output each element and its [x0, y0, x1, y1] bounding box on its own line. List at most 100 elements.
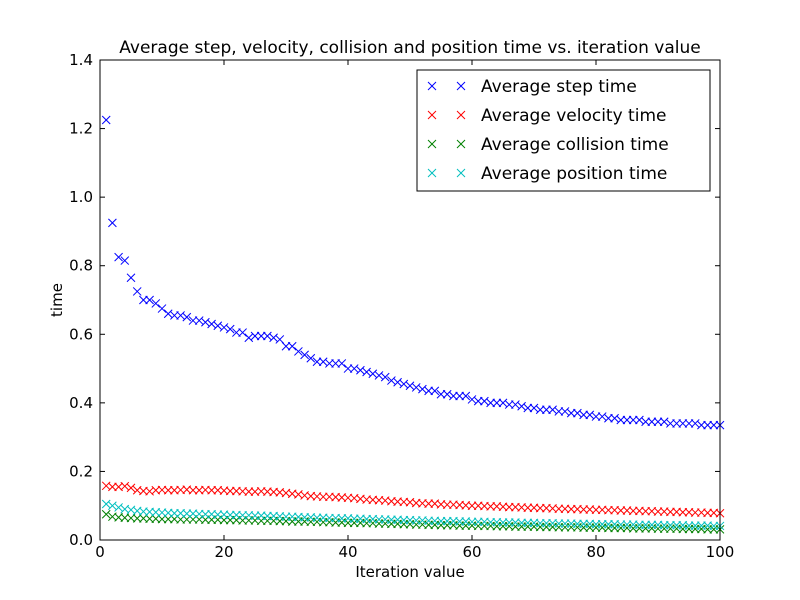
data-point	[126, 483, 136, 493]
data-point	[362, 367, 371, 377]
data-point	[151, 299, 161, 308]
data-point	[461, 521, 471, 530]
chart-title: Average step, velocity, collision and po…	[119, 38, 700, 58]
data-point	[145, 295, 154, 305]
data-point	[343, 364, 353, 373]
data-point	[120, 481, 130, 491]
data-point	[399, 379, 409, 389]
data-point	[653, 507, 663, 516]
data-point	[622, 520, 632, 529]
data-point	[163, 309, 173, 319]
data-point	[504, 502, 514, 512]
legend-marker	[456, 81, 466, 91]
data-point	[157, 304, 167, 313]
data-point	[244, 333, 254, 343]
data-point	[101, 499, 111, 509]
legend-entry: Average step time	[427, 77, 637, 97]
data-point	[492, 521, 502, 531]
data-point	[225, 324, 235, 334]
y-tick-label: 1.4	[69, 51, 93, 69]
data-point	[703, 525, 712, 534]
data-point	[678, 507, 688, 517]
data-point	[641, 520, 650, 530]
data-point	[461, 391, 471, 401]
data-point	[690, 419, 700, 428]
data-point	[486, 502, 495, 511]
data-point	[188, 316, 198, 325]
data-point	[709, 521, 719, 531]
data-point	[442, 389, 452, 399]
data-point	[635, 415, 644, 425]
y-tick-label: 0.6	[69, 325, 93, 343]
data-point	[294, 347, 303, 356]
data-point	[498, 521, 508, 531]
data-point	[244, 487, 254, 497]
data-point	[548, 405, 557, 415]
data-point	[108, 218, 117, 228]
x-tick-label: 40	[338, 543, 357, 561]
legend-marker	[456, 139, 466, 149]
data-point	[666, 524, 675, 534]
data-point	[684, 419, 694, 428]
data-point	[411, 520, 421, 529]
data-point	[132, 287, 142, 296]
data-point	[207, 485, 216, 495]
data-point	[523, 503, 533, 513]
series-2	[101, 481, 725, 518]
data-point	[498, 398, 508, 408]
data-point	[523, 403, 533, 413]
y-tick-label: 0.8	[69, 257, 93, 275]
data-point	[684, 521, 694, 530]
data-point	[635, 520, 644, 530]
data-point	[325, 513, 334, 523]
data-point	[517, 522, 526, 531]
data-point	[504, 518, 514, 527]
data-point	[424, 499, 433, 509]
data-point	[473, 517, 483, 527]
data-point	[554, 522, 564, 532]
data-point	[573, 408, 582, 418]
data-point	[473, 396, 483, 406]
data-point	[362, 518, 371, 528]
y-tick-label: 0.2	[69, 462, 93, 480]
data-point	[678, 419, 688, 428]
data-point	[349, 518, 359, 528]
data-point	[356, 365, 365, 375]
data-point	[343, 518, 353, 528]
legend-box	[416, 69, 711, 192]
y-tick-label: 1.0	[69, 188, 93, 206]
data-point	[256, 331, 266, 341]
data-point	[337, 514, 347, 523]
data-point	[349, 364, 359, 373]
legend-label: Average step time	[481, 77, 637, 97]
legend: Average step time Average velocity time Av…	[416, 69, 711, 192]
data-point	[659, 417, 669, 427]
data-point	[672, 419, 681, 428]
data-point	[511, 400, 520, 409]
data-point	[597, 412, 607, 421]
data-point	[604, 519, 613, 529]
y-axis-label: time	[48, 283, 66, 317]
data-point	[672, 520, 681, 530]
data-point	[585, 523, 595, 533]
data-point	[666, 507, 675, 517]
data-point	[114, 503, 123, 512]
data-point	[411, 516, 421, 525]
data-point	[480, 396, 489, 406]
data-point	[573, 519, 582, 529]
x-tick-label: 80	[586, 543, 605, 561]
data-point	[374, 371, 384, 380]
plot-markers	[101, 115, 725, 534]
data-point	[325, 359, 334, 368]
data-point	[306, 353, 316, 363]
data-point	[387, 515, 396, 525]
data-point	[579, 523, 588, 533]
legend-marker	[427, 110, 437, 120]
data-point	[591, 505, 601, 515]
data-point	[436, 389, 446, 399]
y-tick-label: 0.0	[69, 531, 93, 549]
data-point	[170, 508, 179, 518]
data-point	[219, 323, 229, 332]
data-point	[535, 405, 545, 415]
data-point	[542, 518, 551, 528]
